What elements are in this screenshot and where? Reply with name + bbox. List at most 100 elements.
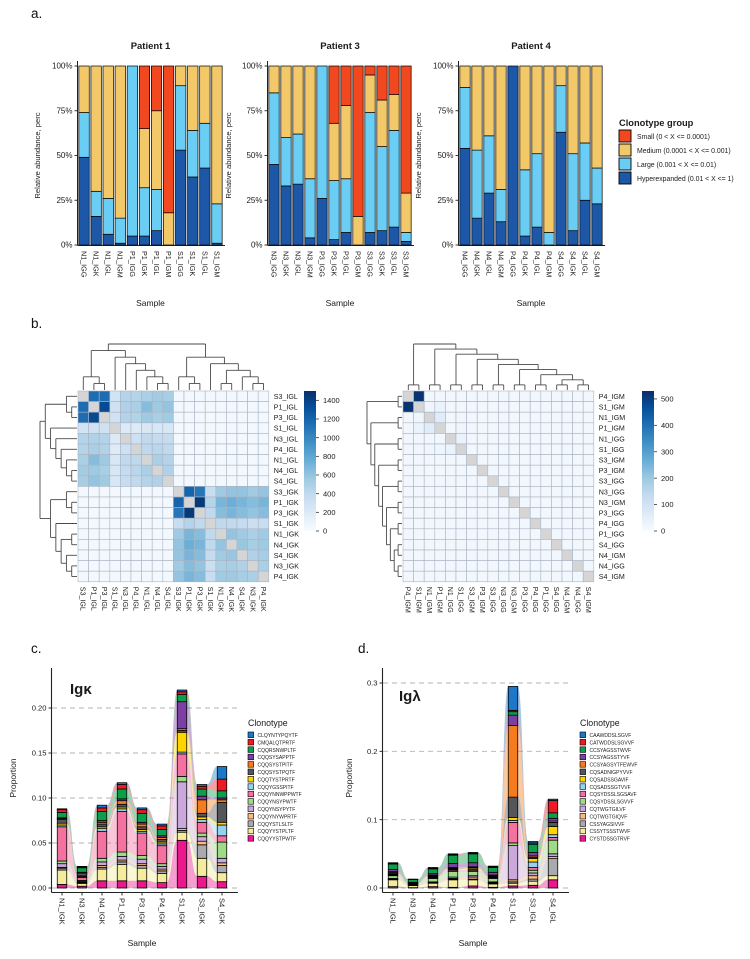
heatmap-cell [98,570,111,583]
heatmap-cell [183,486,195,498]
clonotype-flows [66,690,218,888]
tracking-bar-segment [136,823,148,828]
clonotype-flow [146,880,158,888]
sample-tick-label: N3_IGL [408,898,417,924]
clonotype-flow [66,823,78,877]
tracking-bar-segment [116,803,128,808]
y-tick-label: 0.3 [367,679,378,688]
clonotype-flow [106,798,118,823]
heatmap-cell [455,486,467,498]
y-tick-label: 50% [437,151,453,160]
heatmap-cell [540,560,552,572]
heatmap-cell [582,454,595,466]
heatmap-row-label: S4_IGK [274,552,299,560]
heatmap-cell [183,433,195,445]
heatmap-cell [204,528,217,540]
tracking-bar-segment [387,875,399,879]
heatmap-cell [498,454,510,466]
clonotype-flow [417,881,429,886]
heatmap-cell [572,443,584,455]
tracking-bar-segment [527,880,539,886]
legend-item-label: CCSYAGSYTFEWVF [590,763,638,769]
clonotype-flow [186,832,198,877]
heatmap-col-label: P3_IGM [478,587,486,613]
clonotype-flow [186,776,198,837]
heatmap-cell [529,454,542,466]
heatmap-cell [445,570,457,583]
tracking-bar-segment [196,832,208,838]
clonotype-flow [186,690,198,787]
clonotype-flow [66,826,78,881]
heatmap-cell [582,443,595,455]
heatmap-cell [194,475,206,487]
heatmap-cell [120,549,132,561]
abundance-bar-segment [543,232,555,246]
heatmap-col-label: S3_IGG [489,587,497,613]
heatmap-cell [98,401,111,413]
heatmap-cell [226,390,238,402]
heatmap-cell [141,570,153,583]
y-tick-label: 0.15 [32,749,47,758]
heatmap-cell [540,390,552,402]
heatmap-cell [236,507,248,519]
heatmap-cell [109,549,121,561]
heatmap-cell [194,528,206,540]
heatmap-cell [236,539,248,551]
heatmap-cell [194,422,206,434]
tracking-bar-segment [196,785,208,790]
heatmap-cell [130,464,142,477]
clonotype-flow [186,752,198,823]
heatmap-cell [77,475,89,487]
heatmap-cell [151,401,164,413]
tracking-bar-segment [467,852,479,854]
heatmap-row-label: S1_IGL [274,425,298,433]
clonotype-flow [66,863,78,883]
heatmap-cell [183,549,195,561]
heatmap-cell [540,539,552,551]
heatmap-cell [487,454,499,466]
tracking-bar-segment [116,784,128,790]
heatmap-cell [88,454,100,466]
heatmap-cell [194,486,206,498]
heatmap-cell [77,570,89,583]
clonotype-flow [126,880,138,888]
heatmap-cell [445,496,457,508]
heatmap-col-label: S1_IGK [206,587,214,612]
plot-title: Igκ [70,681,92,698]
clonotype-flow [146,809,158,830]
heatmap-cell [141,422,153,434]
heatmap-cell [476,464,489,477]
abundance-bar-segment [292,65,304,135]
tracking-bar-segment [447,853,459,855]
legend-item-label: CMQALQTPRTF [258,740,296,746]
heatmap-cell [466,507,478,519]
heatmap-cell [466,443,478,455]
heatmap-cell [120,486,132,498]
clonotype-flow [206,789,218,798]
heatmap-cell [247,464,259,477]
heatmap-cell [77,507,89,519]
heatmap-cell [120,507,132,519]
clonotype-flow [206,841,218,866]
clonotype-flow [497,883,509,888]
tracking-igk: 0.00 0.05 0.10 0.15 0.20 Igκ Proportion N1_IGK N… [8,668,302,948]
clonotype-flow [537,822,549,859]
heatmap-cell [445,422,457,434]
heatmap-cell [98,464,111,477]
heatmap-row-label: S1_IGM [599,404,625,412]
tracking-bar-segment [76,872,88,877]
y-tick-label: 0% [442,241,454,250]
tracking-bar-segment [427,868,439,875]
clonotype-flow [417,873,429,883]
abundance-bar-segment [591,65,603,169]
clonotype-flow [206,799,218,814]
heatmap-col-label: P1_IGM [436,587,444,613]
tracking-bar-segment [547,822,559,827]
clonotype-flow [146,807,158,826]
clonotype-flow [106,860,118,868]
heatmap-cell [257,507,270,519]
clonotype-flow [477,866,489,876]
heatmap-cell [88,496,100,508]
heatmap-cell [445,539,457,551]
heatmap-cell [130,475,142,487]
